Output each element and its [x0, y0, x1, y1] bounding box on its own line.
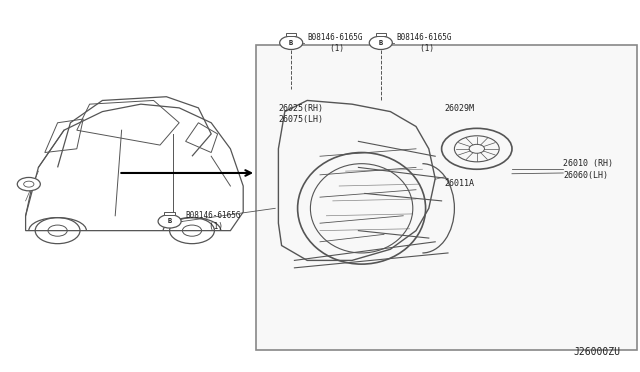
- Text: J26000ZU: J26000ZU: [574, 347, 621, 357]
- Bar: [256, 45, 637, 350]
- Circle shape: [280, 36, 303, 49]
- Circle shape: [17, 177, 40, 191]
- Circle shape: [369, 36, 392, 49]
- Text: 26011A: 26011A: [445, 179, 475, 187]
- Text: 26010 (RH)
26060(LH): 26010 (RH) 26060(LH): [563, 159, 613, 180]
- Bar: [164, 212, 175, 215]
- Text: B: B: [379, 40, 383, 46]
- Text: B08146-6165G
     (1): B08146-6165G (1): [186, 211, 241, 231]
- Bar: [376, 33, 386, 36]
- Circle shape: [158, 215, 181, 228]
- Text: B: B: [168, 218, 172, 224]
- Text: 26029M: 26029M: [445, 104, 475, 113]
- Text: 26025(RH)
26075(LH): 26025(RH) 26075(LH): [278, 104, 323, 124]
- Bar: [286, 33, 296, 36]
- Text: B: B: [289, 40, 293, 46]
- Text: B08146-6165G
     (1): B08146-6165G (1): [307, 33, 363, 53]
- Text: B08146-6165G
     (1): B08146-6165G (1): [397, 33, 452, 53]
